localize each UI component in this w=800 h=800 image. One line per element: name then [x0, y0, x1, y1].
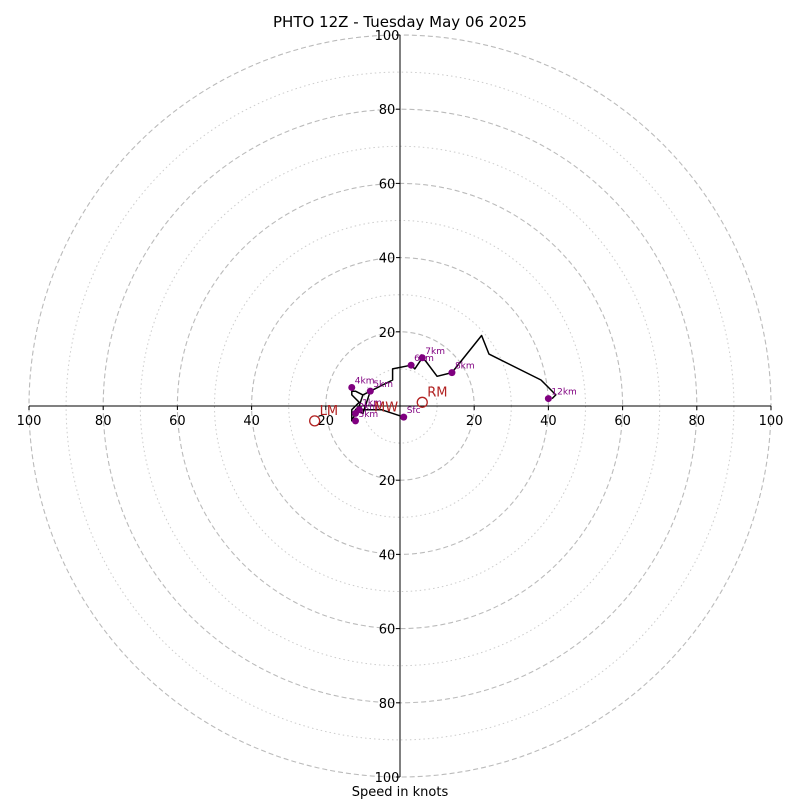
height-label-8km: 8km [455, 362, 475, 372]
height-label-12km: 12km [551, 388, 576, 398]
y-tick-label: 80 [379, 697, 396, 712]
x-tick-label: 40 [540, 414, 557, 429]
hodograph-line [351, 334, 557, 422]
x-tick-label: 100 [759, 414, 784, 429]
storm-motion-label-RM: RM [427, 385, 447, 400]
y-tick-label: 60 [379, 177, 396, 192]
x-tick-label: 20 [318, 414, 335, 429]
storm-motion-label-MW: MW [374, 401, 398, 416]
y-tick-label: 40 [379, 548, 396, 563]
chart-title: PHTO 12Z - Tuesday May 06 2025 [273, 13, 527, 31]
height-point-5km [366, 387, 374, 395]
height-label-3km: 3km [358, 410, 378, 420]
x-tick-label: 100 [17, 414, 42, 429]
height-point-8km [448, 369, 456, 377]
x-axis-label: Speed in knots [352, 785, 449, 800]
height-point-12km [544, 395, 552, 403]
height-point-3km [351, 417, 359, 425]
storm-motion-label-LM: LM [320, 404, 338, 419]
hodograph-traces [351, 334, 557, 422]
height-label-5km: 5km [373, 380, 393, 390]
storm-motion-markers: RM LM MW [309, 385, 448, 427]
axis-ticks: 100 80 60 40 20 20 40 60 80 100 100 80 60 40 20 20 40 60 8… [17, 29, 784, 786]
storm-motion-marker-RM [416, 396, 428, 408]
storm-motion-marker-LM [309, 415, 321, 427]
y-tick-label: 100 [375, 29, 400, 44]
y-tick-label: 20 [379, 474, 396, 489]
height-point-4km [348, 383, 356, 391]
x-tick-label: 20 [466, 414, 483, 429]
y-tick-label: 60 [379, 623, 396, 638]
x-tick-label: 80 [95, 414, 112, 429]
y-tick-label: 100 [375, 771, 400, 786]
height-point-2km [351, 409, 359, 417]
height-label-2km: 2km [358, 402, 378, 412]
x-tick-label: 60 [169, 414, 186, 429]
height-point-7km [418, 354, 426, 362]
height-point-6km [407, 361, 415, 369]
y-tick-label: 20 [379, 326, 396, 341]
x-tick-label: 60 [614, 414, 631, 429]
y-tick-label: 80 [379, 103, 396, 118]
height-markers: Sfc1km2km3km4km5km6km7km8km12km [348, 347, 577, 425]
height-point-Sfc [400, 413, 408, 421]
height-label-7km: 7km [425, 347, 445, 357]
height-label-4km: 4km [355, 376, 375, 386]
y-tick-label: 40 [379, 252, 396, 267]
height-label-1km: 1km [362, 399, 382, 409]
x-tick-label: 40 [243, 414, 260, 429]
height-label-Sfc: Sfc [407, 406, 421, 416]
x-tick-label: 80 [689, 414, 706, 429]
